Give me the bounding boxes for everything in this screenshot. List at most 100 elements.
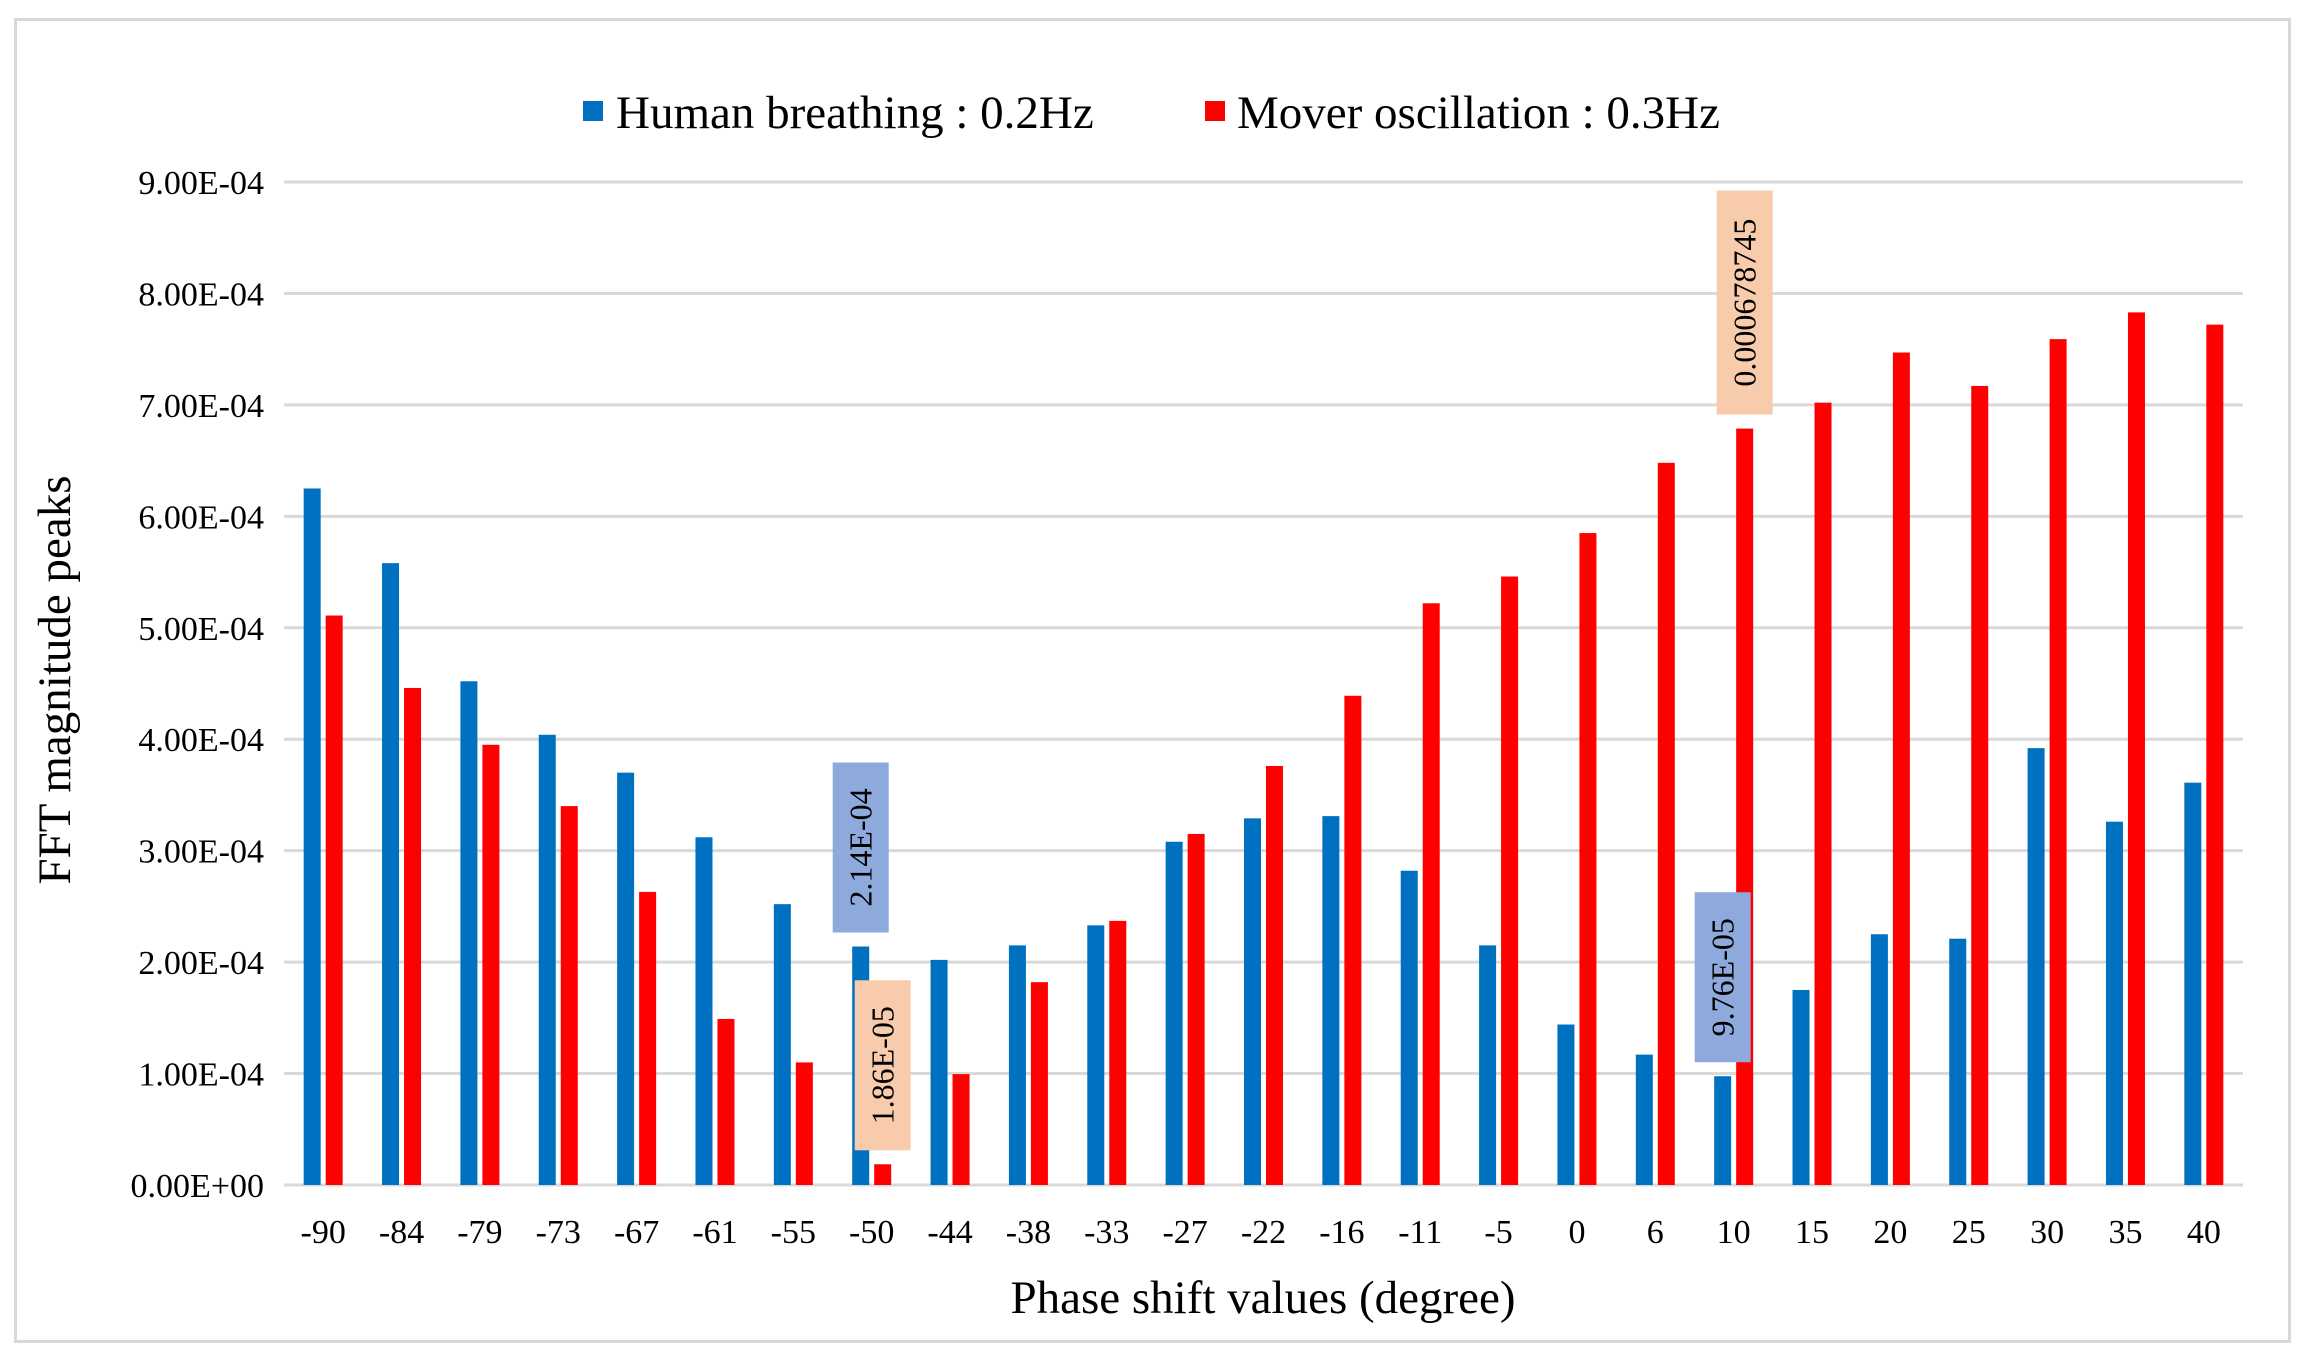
bar-human-breathing xyxy=(1400,870,1418,1185)
x-axis-title: Phase shift values (degree) xyxy=(1010,1272,1515,1324)
annotation-label: 9.76E-05 xyxy=(1705,918,1741,1036)
bar-mover-oscillation xyxy=(2206,324,2224,1185)
y-tick-label: 9.00E-04 xyxy=(138,165,264,202)
x-tick-label: -84 xyxy=(379,1214,424,1251)
bar-mover-oscillation xyxy=(1187,833,1205,1185)
bar-human-breathing xyxy=(1792,989,1810,1185)
x-tick-label: -79 xyxy=(457,1214,502,1251)
bar-human-breathing xyxy=(538,734,556,1185)
x-tick-label: -90 xyxy=(301,1214,346,1251)
y-tick-label: 6.00E-04 xyxy=(138,499,264,536)
legend-label-human-breathing: Human breathing : 0.2Hz xyxy=(616,87,1094,139)
bar-mover-oscillation xyxy=(325,615,343,1185)
x-tick-label: 30 xyxy=(2030,1214,2064,1251)
bar-human-breathing xyxy=(1322,816,1340,1185)
bar-human-breathing xyxy=(773,904,791,1185)
x-tick-label: 40 xyxy=(2187,1214,2221,1251)
annotation-label: 1.86E-05 xyxy=(865,1006,901,1124)
bar-mover-oscillation xyxy=(1971,385,1989,1185)
bar-mover-oscillation xyxy=(1814,402,1832,1185)
annotation-box xyxy=(1694,892,1751,1063)
bar-human-breathing xyxy=(1087,925,1105,1185)
bar-mover-oscillation xyxy=(717,1018,735,1185)
y-tick-label: 7.00E-04 xyxy=(138,388,264,425)
x-tick-label: 10 xyxy=(1717,1214,1751,1251)
bar-mover-oscillation xyxy=(952,1074,970,1185)
x-tick-label: -11 xyxy=(1398,1214,1442,1251)
x-tick-label: -44 xyxy=(927,1214,972,1251)
y-tick-label: 0.00E+00 xyxy=(131,1168,264,1205)
x-tick-label: -16 xyxy=(1319,1214,1364,1251)
x-tick-labels: -90 -84 -79 -73 -67 -61 -55 -50 -44 -38 -33 -27 -22-… xyxy=(301,1214,2221,1251)
legend-swatch-mover-oscillation xyxy=(1205,101,1225,121)
y-tick-label: 1.00E-04 xyxy=(138,1057,264,1094)
bar-human-breathing xyxy=(695,837,713,1185)
y-axis-title: FFT magnitude peaks xyxy=(29,475,81,884)
bar-mover-oscillation xyxy=(1579,533,1597,1185)
bar-mover-oscillation xyxy=(2049,339,2067,1185)
data-label-annotation: 2.14E-04 xyxy=(832,762,889,933)
bar-human-breathing xyxy=(1165,841,1183,1185)
data-label-annotation: 1.86E-05 xyxy=(854,980,911,1151)
y-tick-label: 5.00E-04 xyxy=(138,611,264,648)
bar-mover-oscillation xyxy=(1422,603,1440,1185)
annotation-label: 2.14E-04 xyxy=(843,788,879,906)
bars xyxy=(303,312,2224,1186)
bar-mover-oscillation xyxy=(2127,312,2145,1185)
bar-mover-oscillation xyxy=(874,1164,892,1185)
x-tick-label: 6 xyxy=(1647,1214,1664,1251)
bar-mover-oscillation xyxy=(795,1062,813,1185)
bar-mover-oscillation xyxy=(1892,352,1910,1185)
data-label-annotation: 0.000678745 xyxy=(1716,190,1773,415)
gridlines xyxy=(284,180,2243,1187)
bar-human-breathing xyxy=(382,563,400,1185)
bar-human-breathing xyxy=(1479,945,1497,1185)
bar-mover-oscillation xyxy=(1266,765,1283,1185)
y-tick-label: 8.00E-04 xyxy=(138,276,264,313)
bar-human-breathing xyxy=(1635,1054,1653,1185)
bar-human-breathing xyxy=(2184,782,2202,1185)
bar-mover-oscillation xyxy=(1736,428,1754,1185)
bar-human-breathing xyxy=(1870,934,1888,1185)
bar-human-breathing xyxy=(1714,1076,1732,1185)
bar-human-breathing xyxy=(1949,938,1967,1185)
bar-mover-oscillation xyxy=(560,806,578,1185)
x-tick-label: -38 xyxy=(1006,1214,1051,1251)
x-tick-label: 15 xyxy=(1795,1214,1829,1251)
bar-human-breathing xyxy=(1557,1024,1575,1185)
data-label-annotation: 9.76E-05 xyxy=(1694,892,1751,1063)
x-tick-label: 25 xyxy=(1952,1214,1986,1251)
annotation-box xyxy=(1716,190,1773,415)
bar-mover-oscillation xyxy=(1344,695,1362,1185)
annotation-label: 0.000678745 xyxy=(1727,219,1763,387)
x-tick-label: -55 xyxy=(771,1214,816,1251)
annotation-box xyxy=(854,980,911,1151)
x-tick-label: 20 xyxy=(1873,1214,1907,1251)
bar-human-breathing xyxy=(617,772,635,1185)
annotation-box xyxy=(832,762,889,933)
x-tick-label: -27 xyxy=(1162,1214,1207,1251)
bar-mover-oscillation xyxy=(1030,982,1048,1185)
x-tick-label: -50 xyxy=(849,1214,894,1251)
legend-label-mover-oscillation: Mover oscillation : 0.3Hz xyxy=(1237,87,1720,139)
bar-mover-oscillation xyxy=(404,687,422,1185)
bar-human-breathing xyxy=(2027,748,2045,1185)
bar-human-breathing xyxy=(2105,821,2123,1185)
bar-mover-oscillation xyxy=(482,744,500,1185)
bar-mover-oscillation xyxy=(1109,920,1127,1185)
y-tick-label: 2.00E-04 xyxy=(138,945,264,982)
legend: Human breathing : 0.2Hz Mover oscillatio… xyxy=(583,87,1720,139)
bar-mover-oscillation xyxy=(1501,576,1519,1185)
x-tick-label: -33 xyxy=(1084,1214,1129,1251)
bar-mover-oscillation xyxy=(1657,462,1675,1186)
bar-human-breathing xyxy=(1244,818,1261,1185)
bar-human-breathing xyxy=(460,681,478,1185)
x-tick-label: 0 xyxy=(1568,1214,1585,1251)
x-tick-label: 35 xyxy=(2108,1214,2142,1251)
y-tick-label: 3.00E-04 xyxy=(138,834,264,871)
y-tick-labels: 0.00E+00 1.00E-04 2.00E-04 3.00E-04 4.00E-04… xyxy=(131,165,264,1205)
bar-human-breathing xyxy=(303,488,321,1185)
x-tick-label: -5 xyxy=(1484,1214,1512,1251)
legend-swatch-human-breathing xyxy=(583,101,603,121)
